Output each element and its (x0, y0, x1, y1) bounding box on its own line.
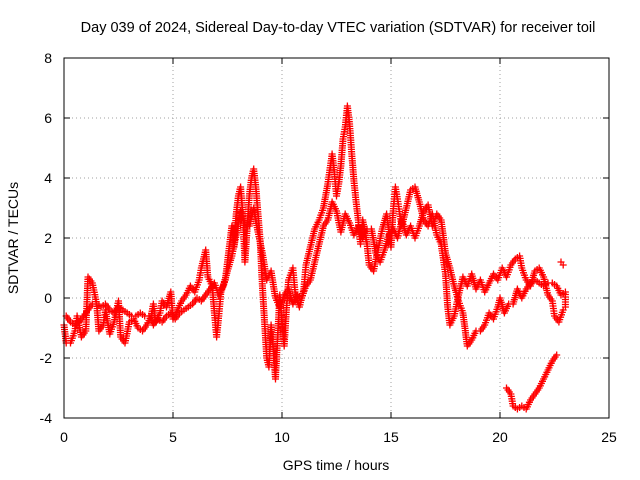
x-tick-label: 20 (492, 429, 508, 445)
end-points-marker (559, 261, 567, 269)
x-tick-label: 0 (60, 429, 68, 445)
y-tick-label: 2 (44, 230, 52, 246)
x-tick-label: 10 (274, 429, 290, 445)
y-tick-label: -2 (40, 350, 53, 366)
x-axis-label: GPS time / hours (283, 457, 390, 473)
x-tick-label: 5 (169, 429, 177, 445)
y-tick-label: 8 (44, 50, 52, 66)
y-tick-label: 4 (44, 170, 52, 186)
x-tick-label: 15 (383, 429, 399, 445)
y-tick-label: -4 (40, 410, 53, 426)
data-points (60, 102, 569, 413)
chart-title: Day 039 of 2024, Sidereal Day-to-day VTE… (81, 20, 596, 36)
y-tick-label: 6 (44, 110, 52, 126)
y-axis-label: SDTVAR / TECUs (5, 182, 21, 294)
late-segment-marker (553, 351, 561, 359)
x-tick-label: 25 (601, 429, 617, 445)
tick-layer: 0 5 10 15 20 25 -4 -2 0 2 4 6 8 (40, 50, 617, 445)
y-tick-label: 0 (44, 290, 52, 306)
